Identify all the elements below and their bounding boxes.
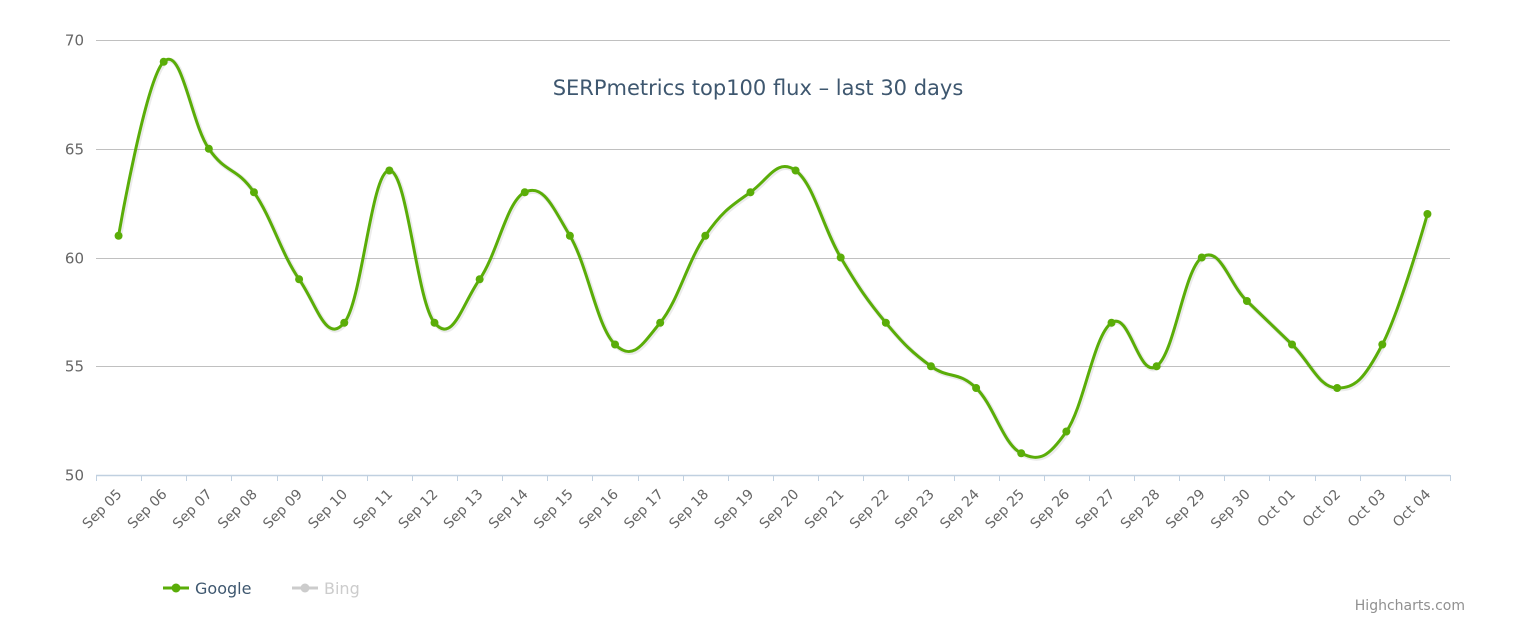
x-tick-label: Sep 07 [170, 487, 216, 533]
data-point-marker[interactable] [385, 166, 394, 175]
x-tick-label: Oct 02 [1300, 487, 1344, 531]
data-point-marker[interactable] [475, 275, 484, 284]
data-point-marker[interactable] [159, 57, 168, 66]
data-point-marker[interactable] [972, 384, 981, 392]
data-point-marker[interactable] [430, 318, 439, 327]
x-axis: Sep 05 Sep 06 Sep 07 Sep 08 Sep 09 Sep 10 Sep … [80, 474, 1451, 533]
x-tick-label: Sep 19 [712, 487, 758, 533]
x-tick-label: Sep 17 [621, 487, 667, 533]
data-point-marker[interactable] [791, 166, 800, 175]
data-point-marker[interactable] [295, 275, 304, 284]
x-tick-label: Sep 06 [125, 486, 171, 532]
x-tick-label: Sep 27 [1073, 487, 1119, 533]
x-tick-label: Sep 14 [486, 486, 532, 532]
data-point-marker[interactable] [114, 231, 123, 240]
x-tick-label: Sep 12 [396, 487, 442, 533]
y-axis-labels: 50 55 60 65 70 [65, 32, 84, 485]
data-point-marker[interactable] [249, 188, 258, 197]
x-tick-label: Sep 13 [441, 487, 487, 533]
legend-label-bing: Bing [324, 579, 360, 598]
x-tick-label: Sep 21 [802, 487, 848, 533]
x-tick-label: Sep 26 [1027, 486, 1073, 532]
data-point-marker[interactable] [881, 318, 890, 327]
y-gridlines [96, 40, 1450, 367]
x-tick-label: Sep 29 [1163, 487, 1209, 533]
x-tick-label: Sep 10 [305, 487, 351, 533]
x-tick-label: Sep 16 [576, 486, 622, 532]
legend-label-google: Google [195, 579, 251, 598]
x-tick-label: Sep 28 [1118, 487, 1164, 533]
x-tick-label: Sep 08 [215, 487, 261, 533]
x-tick-label: Sep 23 [892, 487, 938, 533]
data-point-marker[interactable] [611, 340, 620, 349]
series-google[interactable] [114, 57, 1432, 461]
data-point-marker[interactable] [565, 231, 574, 240]
data-point-marker[interactable] [1288, 340, 1297, 349]
data-point-marker[interactable] [204, 144, 213, 153]
data-point-marker[interactable] [1152, 362, 1161, 371]
data-point-marker[interactable] [836, 253, 845, 262]
data-point-marker[interactable] [1107, 318, 1116, 327]
data-point-marker[interactable] [1333, 384, 1342, 392]
x-tick-label: Oct 04 [1390, 486, 1434, 530]
x-tick-label: Sep 30 [1208, 487, 1254, 533]
x-tick-label: Sep 15 [531, 487, 577, 533]
data-point-marker[interactable] [1017, 449, 1026, 458]
data-point-marker[interactable] [1423, 210, 1432, 218]
legend-item-google[interactable]: Google [163, 579, 251, 598]
legend-marker-google-icon [171, 583, 181, 593]
y-tick-label: 50 [65, 467, 84, 485]
data-point-marker[interactable] [1378, 340, 1387, 349]
x-tick-label: Oct 01 [1255, 487, 1299, 531]
data-point-marker[interactable] [746, 188, 755, 197]
data-point-marker[interactable] [340, 318, 349, 327]
credits-link[interactable]: Highcharts.com [1355, 598, 1465, 614]
y-tick-label: 65 [65, 141, 84, 159]
legend-marker-bing-icon [300, 583, 310, 593]
x-tick-label: Sep 18 [666, 487, 712, 533]
y-tick-label: 70 [65, 32, 84, 50]
y-tick-label: 60 [65, 250, 84, 268]
x-tick-label: Sep 09 [260, 487, 306, 533]
data-point-marker[interactable] [926, 362, 935, 371]
data-point-marker[interactable] [1062, 427, 1071, 436]
data-point-marker[interactable] [701, 231, 710, 240]
series-line [117, 57, 1429, 459]
chart-title: SERPmetrics top100 flux – last 30 days [553, 76, 964, 100]
x-tick-label: Oct 03 [1345, 487, 1389, 531]
legend: Google Bing [163, 579, 360, 598]
x-tick-label: Sep 22 [847, 487, 893, 533]
legend-item-bing[interactable]: Bing [292, 579, 360, 598]
y-tick-label: 55 [65, 358, 84, 376]
data-point-marker[interactable] [520, 188, 529, 197]
series-shadow [117, 57, 1431, 461]
data-point-marker[interactable] [656, 318, 665, 327]
x-tick-label: Sep 20 [757, 487, 803, 533]
data-point-marker[interactable] [1242, 297, 1251, 305]
x-tick-label: Sep 11 [350, 487, 396, 533]
x-tick-label: Sep 05 [80, 487, 126, 533]
x-tick-label: Sep 24 [937, 486, 983, 532]
data-point-marker[interactable] [1197, 253, 1206, 262]
x-tick-label: Sep 25 [982, 487, 1028, 533]
